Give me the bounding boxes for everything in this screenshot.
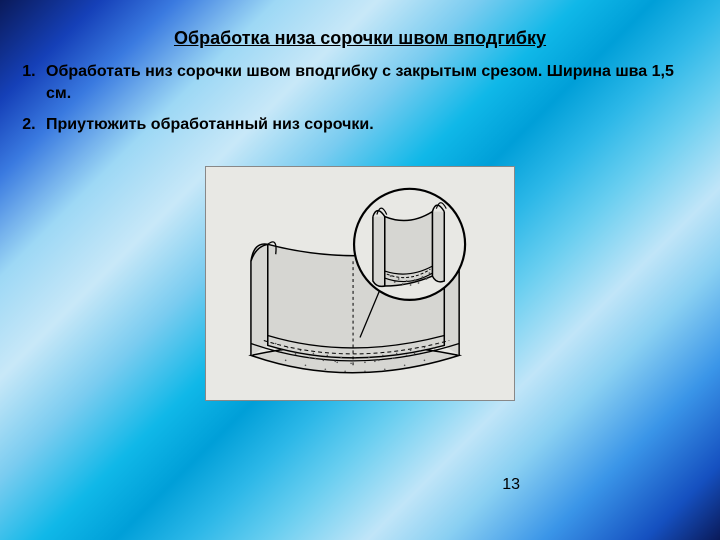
diagram-svg [206, 167, 514, 400]
zoom-detail [354, 189, 465, 300]
list-item: Приутюжить обработанный низ сорочки. [40, 114, 680, 136]
page-number: 13 [502, 476, 520, 494]
sewing-diagram [205, 166, 515, 401]
list-item: Обработать низ сорочки швом вподгибку с … [40, 61, 680, 104]
page-title: Обработка низа сорочки швом вподгибку [0, 0, 720, 61]
instruction-list: Обработать низ сорочки швом вподгибку с … [12, 61, 720, 136]
